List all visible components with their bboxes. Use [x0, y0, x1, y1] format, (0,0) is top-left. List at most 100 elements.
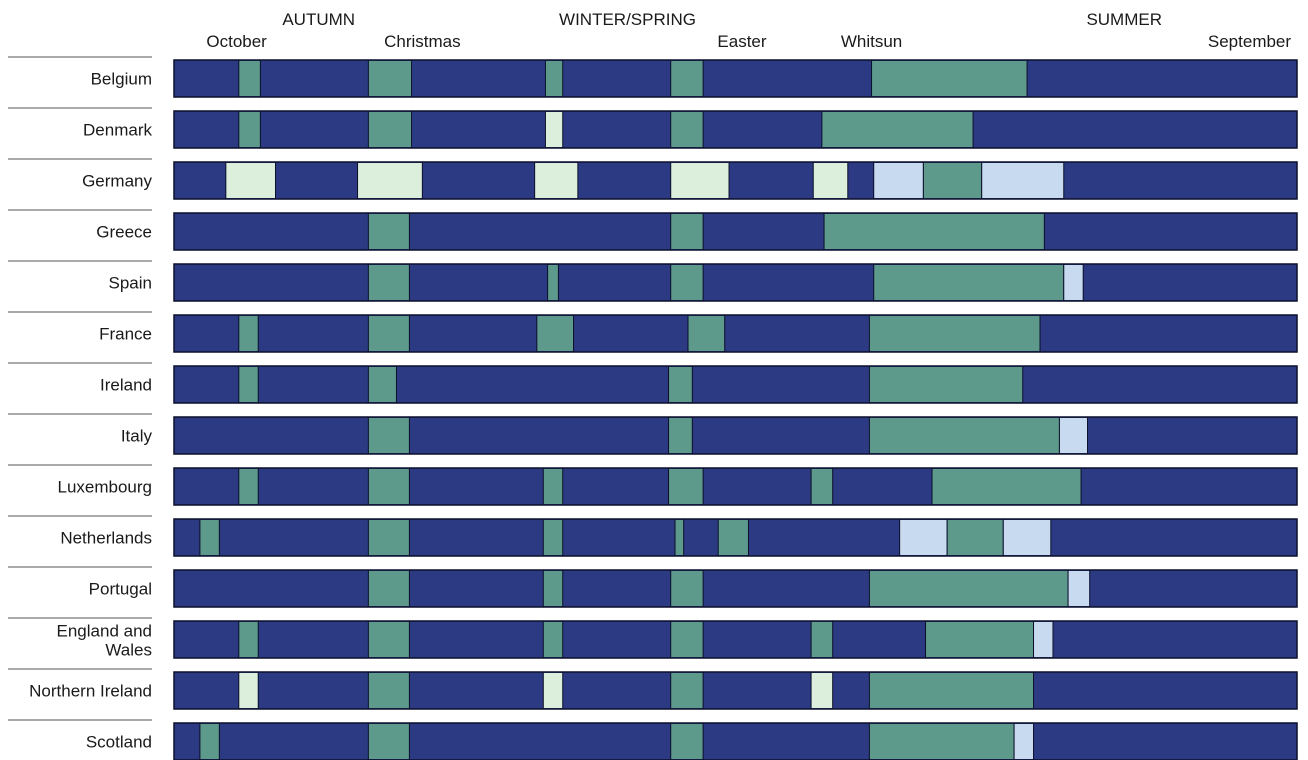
- holiday-segment-holiday: [536, 316, 574, 351]
- holiday-segment-regional: [225, 163, 276, 198]
- holiday-segment-holiday: [543, 571, 563, 606]
- country-label: Greece: [96, 223, 152, 242]
- school-term-bar: [174, 111, 1297, 148]
- school-term-bar: [174, 213, 1297, 250]
- holiday-segment-variable: [873, 163, 924, 198]
- country-label: France: [99, 325, 152, 344]
- holiday-segment-holiday: [668, 469, 704, 504]
- bar-outline: [173, 161, 1298, 200]
- holiday-segment-holiday: [368, 724, 410, 759]
- season-label-1: WINTER/SPRING: [559, 10, 696, 29]
- holiday-segment-holiday: [670, 571, 704, 606]
- school-term-bar: [174, 417, 1297, 454]
- holiday-segment-holiday: [811, 622, 833, 657]
- holiday-segment-holiday: [368, 622, 410, 657]
- bar-outline: [173, 212, 1298, 251]
- holiday-segment-holiday: [368, 673, 410, 708]
- school-term-bar: [174, 162, 1297, 199]
- holiday-segment-holiday: [368, 265, 410, 300]
- country-label: Belgium: [91, 70, 152, 89]
- school-term-bar: [174, 468, 1297, 505]
- holiday-segment-holiday: [368, 520, 410, 555]
- holiday-marker-label-2: Easter: [717, 32, 766, 51]
- holiday-segment-holiday: [869, 367, 1023, 402]
- holiday-segment-holiday: [368, 469, 410, 504]
- school-term-bar: [174, 60, 1297, 97]
- holiday-segment-holiday: [925, 622, 1034, 657]
- country-row-netherlands: Netherlands: [8, 515, 1298, 557]
- school-term-bar: [174, 570, 1297, 607]
- school-term-bar: [174, 723, 1297, 760]
- holiday-segment-holiday: [368, 316, 410, 351]
- bar-outline: [173, 620, 1298, 659]
- holiday-segment-variable: [1068, 571, 1090, 606]
- holiday-segment-holiday: [923, 163, 982, 198]
- holiday-segment-holiday: [547, 265, 559, 300]
- country-label: Northern Ireland: [29, 682, 152, 701]
- country-row-spain: Spain: [8, 260, 1298, 302]
- bar-outline: [173, 671, 1298, 710]
- bar-outline: [173, 467, 1298, 506]
- holiday-marker-label-4: September: [1208, 32, 1291, 51]
- bar-outline: [173, 59, 1298, 98]
- holiday-segment-holiday: [368, 418, 410, 453]
- holiday-segment-holiday: [368, 61, 412, 96]
- holiday-segment-regional: [543, 673, 563, 708]
- holiday-segment-holiday: [824, 214, 1045, 249]
- holiday-marker-label-1: Christmas: [384, 32, 461, 51]
- school-term-bar: [174, 315, 1297, 352]
- holiday-segment-holiday: [821, 112, 974, 147]
- holiday-segment-holiday: [670, 724, 704, 759]
- holiday-segment-holiday: [238, 61, 261, 96]
- school-term-bar: [174, 621, 1297, 658]
- school-term-bar: [174, 366, 1297, 403]
- holiday-segment-holiday: [238, 112, 261, 147]
- bar-outline: [173, 518, 1298, 557]
- holiday-segment-holiday: [811, 469, 833, 504]
- country-row-france: France: [8, 311, 1298, 353]
- country-row-greece: Greece: [8, 209, 1298, 251]
- bar-outline: [173, 110, 1298, 149]
- bar-outline: [173, 569, 1298, 608]
- bar-outline: [173, 416, 1298, 455]
- holiday-segment-holiday: [932, 469, 1082, 504]
- holiday-marker-label-3: Whitsun: [841, 32, 902, 51]
- country-label: Ireland: [100, 376, 152, 395]
- holiday-segment-holiday: [869, 571, 1069, 606]
- holiday-segment-holiday: [545, 61, 563, 96]
- country-row-portugal: Portugal: [8, 566, 1298, 608]
- holiday-segment-regional: [534, 163, 578, 198]
- holiday-marker-label-0: October: [206, 32, 267, 51]
- holiday-segment-holiday: [670, 112, 704, 147]
- country-label: Netherlands: [60, 529, 152, 548]
- holiday-segment-holiday: [543, 520, 563, 555]
- holiday-segment-holiday: [687, 316, 725, 351]
- bar-outline: [173, 365, 1298, 404]
- country-label: Scotland: [86, 733, 152, 752]
- holiday-segment-regional: [670, 163, 730, 198]
- holiday-segment-holiday: [871, 61, 1028, 96]
- holiday-segment-holiday: [718, 520, 749, 555]
- holiday-segment-holiday: [238, 367, 259, 402]
- holiday-segment-regional: [813, 163, 848, 198]
- holiday-segment-regional: [811, 673, 833, 708]
- season-label-0: AUTUMN: [282, 10, 355, 29]
- country-label: Portugal: [89, 580, 152, 599]
- chart-header: AUTUMN WINTER/SPRING SUMMER October Christma…: [206, 10, 1291, 51]
- country-row-germany: Germany: [8, 158, 1298, 200]
- holiday-segment-holiday: [199, 520, 220, 555]
- country-label: Spain: [109, 274, 152, 293]
- country-row-northern-ireland: Northern Ireland: [8, 668, 1298, 710]
- country-label: Italy: [121, 427, 153, 446]
- holiday-segment-regional: [238, 673, 259, 708]
- bar-outline: [173, 314, 1298, 353]
- holiday-segment-holiday: [368, 112, 412, 147]
- holiday-segment-regional: [357, 163, 423, 198]
- holiday-segment-holiday: [675, 520, 684, 555]
- holiday-segment-variable: [1014, 724, 1034, 759]
- holiday-segment-holiday: [238, 316, 259, 351]
- holiday-segment-variable: [1033, 622, 1053, 657]
- holiday-segment-holiday: [368, 571, 410, 606]
- holiday-segment-holiday: [869, 724, 1015, 759]
